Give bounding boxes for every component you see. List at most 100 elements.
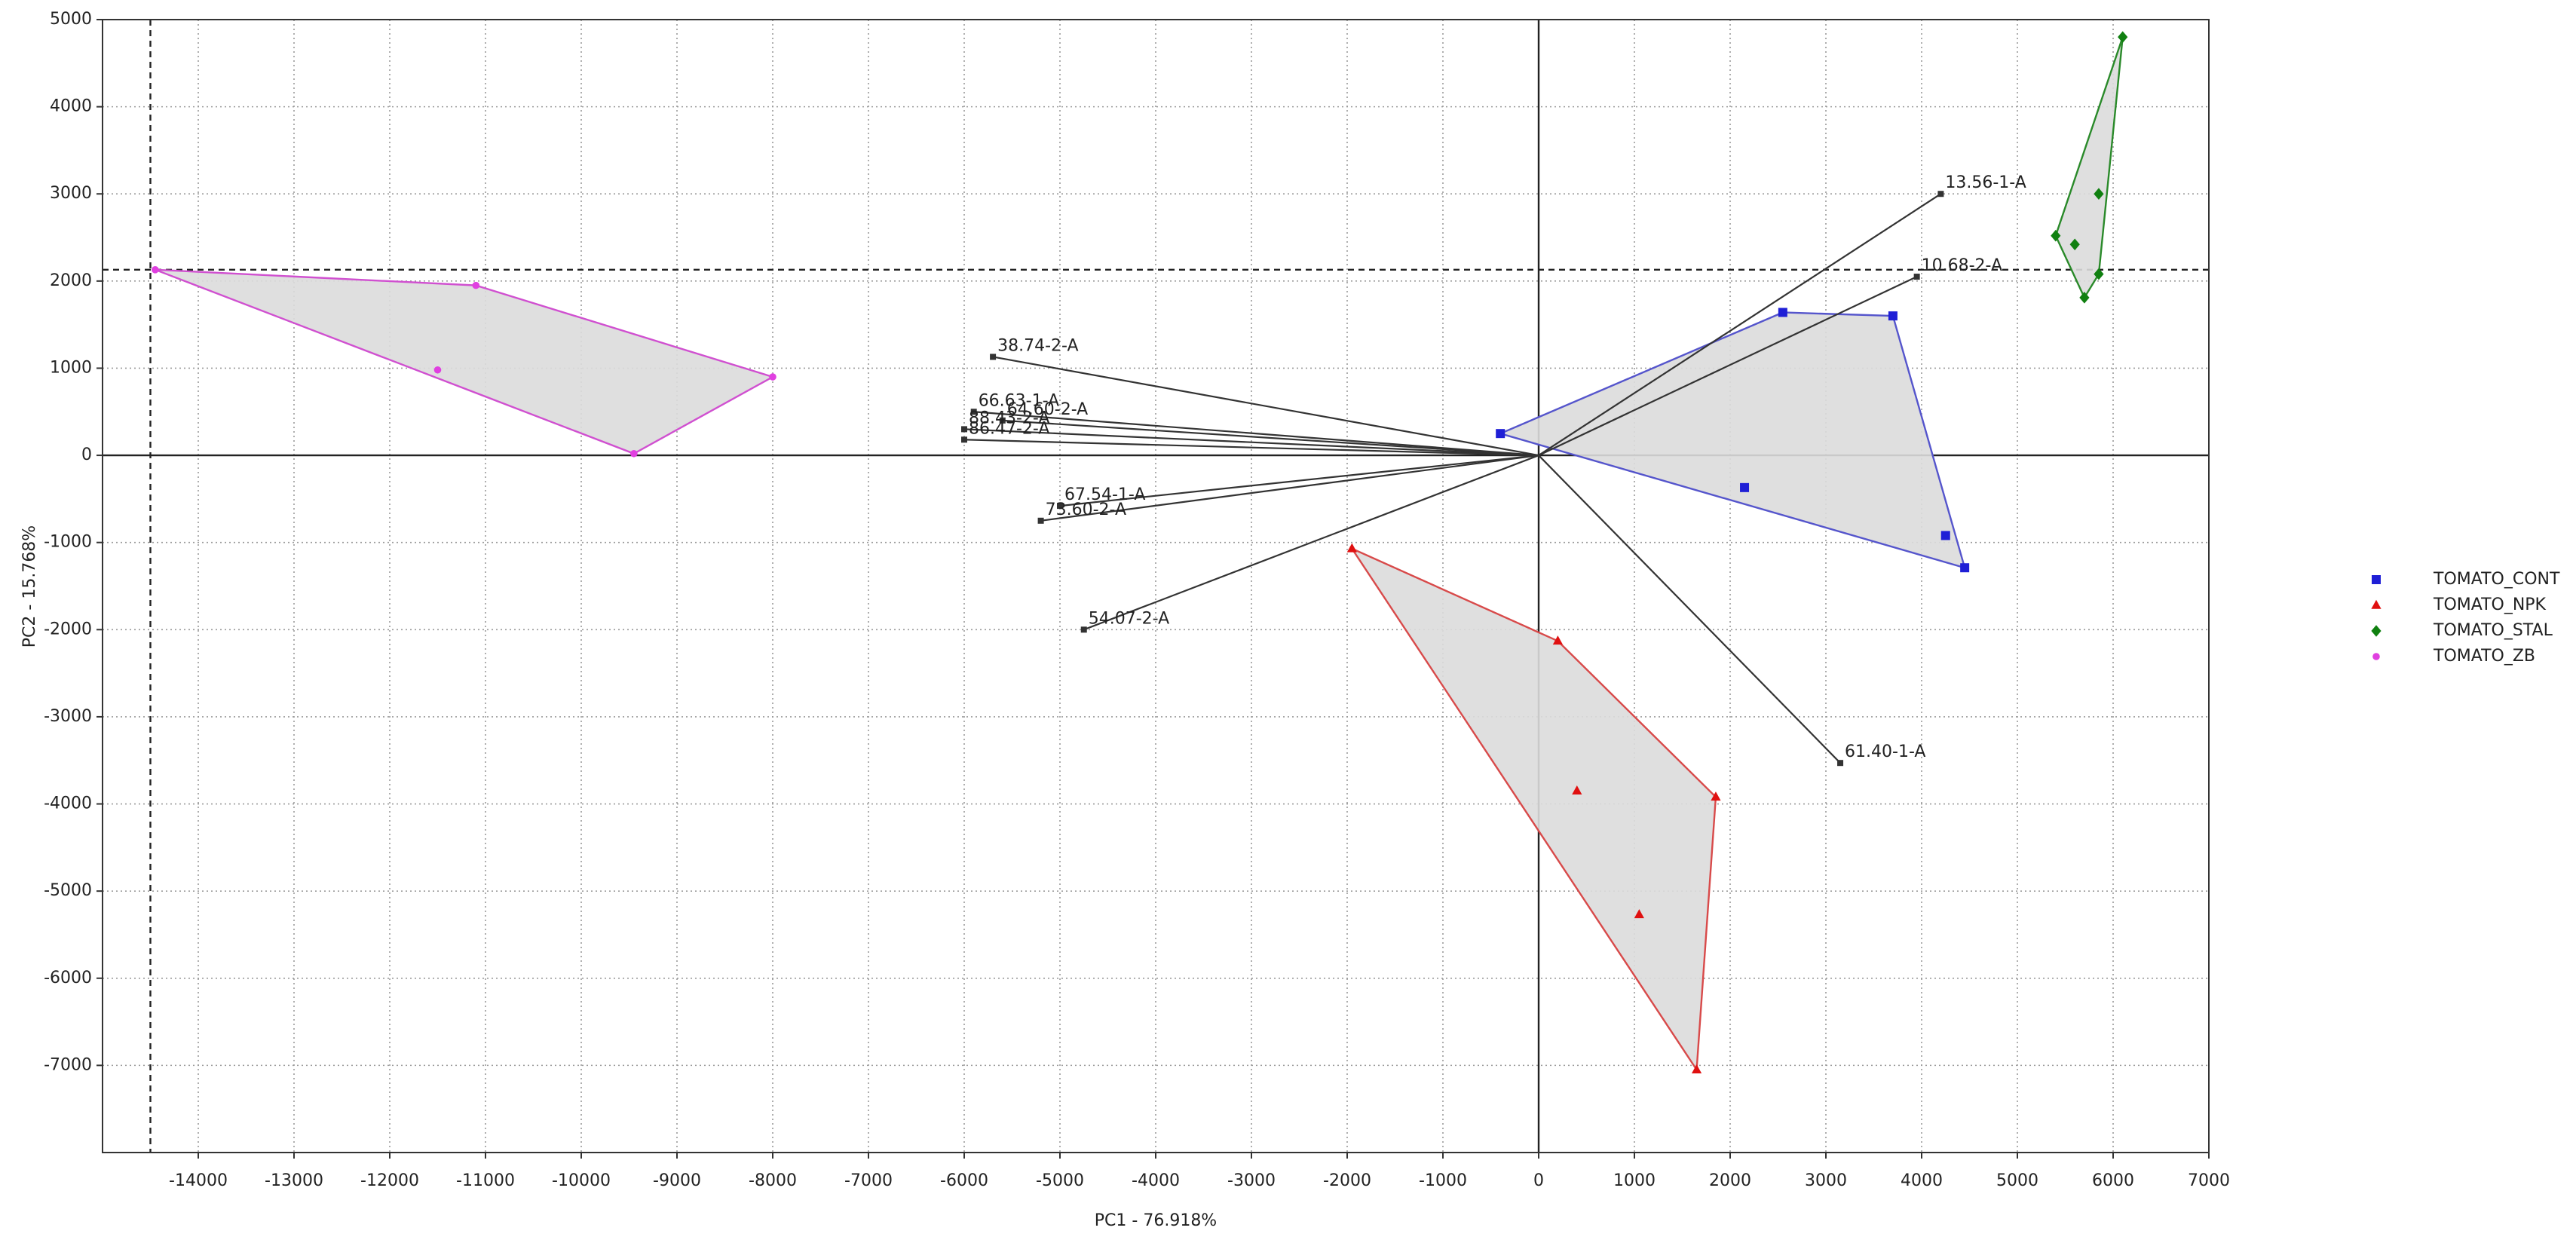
x-tick-label: 3000 [1805, 1171, 1847, 1190]
loading-vector [1538, 455, 1841, 764]
loading-label: 61.40-1-A [1845, 742, 1925, 761]
y-tick-label: 5000 [50, 10, 92, 29]
y-axis-label: PC2 - 15.768% [20, 525, 39, 647]
loading-vector [1538, 193, 1941, 456]
loading-vector [1059, 454, 1539, 507]
x-tick-label: -13000 [265, 1171, 323, 1190]
point [1888, 311, 1898, 321]
loading-label: 38.74-2-A [997, 336, 1078, 355]
loading-end [970, 409, 977, 415]
x-tick-label: -5000 [1036, 1171, 1084, 1190]
y-tick-label: -5000 [44, 881, 92, 900]
loading-end [990, 354, 997, 360]
point [152, 266, 159, 274]
loading-end [1057, 503, 1063, 510]
x-tick-label: 0 [1533, 1171, 1544, 1190]
loading-end [1837, 760, 1844, 767]
loading-vector [963, 428, 1539, 457]
loading-label: 67.54-1-A [1064, 485, 1145, 504]
plot-frame [102, 19, 2210, 1153]
loading-label: 13.56-1-A [1945, 173, 2026, 192]
loading-label: 64.60-2-A [1007, 400, 1088, 419]
point [630, 449, 638, 458]
loading-end [961, 436, 967, 443]
point [1552, 635, 1563, 645]
y-tick-label: -3000 [44, 707, 92, 726]
loading-end [1937, 191, 1944, 197]
legend-label: TOMATO_NPK [2433, 595, 2547, 614]
point [1691, 1064, 1702, 1073]
loading-label: 88.43-2-A [969, 409, 1049, 427]
y-tick-label: -7000 [44, 1055, 92, 1074]
loading-end [1913, 274, 1920, 280]
loading-label: 66.63-1-A [979, 391, 1059, 410]
point [769, 373, 776, 381]
x-tick-label: 5000 [1996, 1171, 2038, 1190]
loading-label: 73.60-2-A [1046, 501, 1126, 519]
y-tick-label: 3000 [50, 184, 92, 203]
loading-vector [1002, 419, 1539, 457]
loading-vector [992, 356, 1539, 457]
y-tick-label: -6000 [44, 969, 92, 987]
x-tick-label: -2000 [1323, 1171, 1371, 1190]
point [1940, 531, 1950, 540]
x-tick-label: -11000 [456, 1171, 515, 1190]
point [2094, 188, 2104, 201]
point [2079, 292, 2090, 304]
legend-label: TOMATO_ZB [2433, 647, 2535, 666]
loading-label: 54.07-2-A [1089, 609, 1169, 628]
loading-vector [973, 411, 1539, 457]
legend-marker [2371, 599, 2381, 609]
x-tick-label: -12000 [360, 1171, 419, 1190]
point [433, 366, 442, 374]
x-tick-label: 1000 [1613, 1171, 1656, 1190]
x-tick-label: -6000 [940, 1171, 988, 1190]
y-tick-label: 1000 [50, 358, 92, 377]
point [2118, 31, 2128, 43]
loading-end [999, 417, 1006, 424]
y-tick-label: 2000 [50, 271, 92, 290]
x-tick-label: -9000 [653, 1171, 701, 1190]
x-tick-label: 2000 [1709, 1171, 1751, 1190]
loading-vector [1040, 454, 1539, 522]
point [1346, 543, 1357, 553]
x-tick-label: -4000 [1132, 1171, 1180, 1190]
x-tick-label: -7000 [844, 1171, 893, 1190]
loading-label: 86.47-2-A [969, 419, 1049, 438]
legend-label: TOMATO_CONT [2433, 570, 2560, 589]
point [2069, 238, 2080, 251]
legend-marker [2372, 653, 2380, 660]
point [1572, 785, 1582, 794]
y-tick-label: 4000 [50, 97, 92, 116]
point [1960, 563, 1970, 573]
point [1496, 429, 1505, 439]
point [1778, 308, 1787, 317]
loading-label: 10.68-2-A [1922, 256, 2002, 275]
x-tick-label: 6000 [2092, 1171, 2134, 1190]
x-tick-label: -1000 [1419, 1171, 1467, 1190]
x-tick-label: -3000 [1227, 1171, 1276, 1190]
y-tick-label: 0 [81, 445, 92, 464]
point [2094, 268, 2104, 280]
point [2051, 229, 2061, 242]
loading-end [961, 426, 967, 433]
y-tick-label: -4000 [44, 794, 92, 813]
legend-label: TOMATO_STAL [2433, 621, 2553, 640]
point [472, 281, 480, 289]
x-axis-label: PC1 - 76.918% [1095, 1211, 1217, 1230]
point [1740, 482, 1750, 492]
loading-end [1037, 517, 1044, 524]
x-tick-label: 4000 [1901, 1171, 1943, 1190]
point [1711, 791, 1721, 801]
x-tick-label: -8000 [749, 1171, 797, 1190]
y-tick-label: -1000 [44, 533, 92, 552]
y-tick-label: -2000 [44, 620, 92, 638]
loading-vector [1538, 276, 1918, 457]
legend-marker [2372, 575, 2381, 584]
legend-marker [2371, 625, 2381, 637]
x-tick-label: -10000 [552, 1171, 611, 1190]
point [1634, 909, 1644, 919]
